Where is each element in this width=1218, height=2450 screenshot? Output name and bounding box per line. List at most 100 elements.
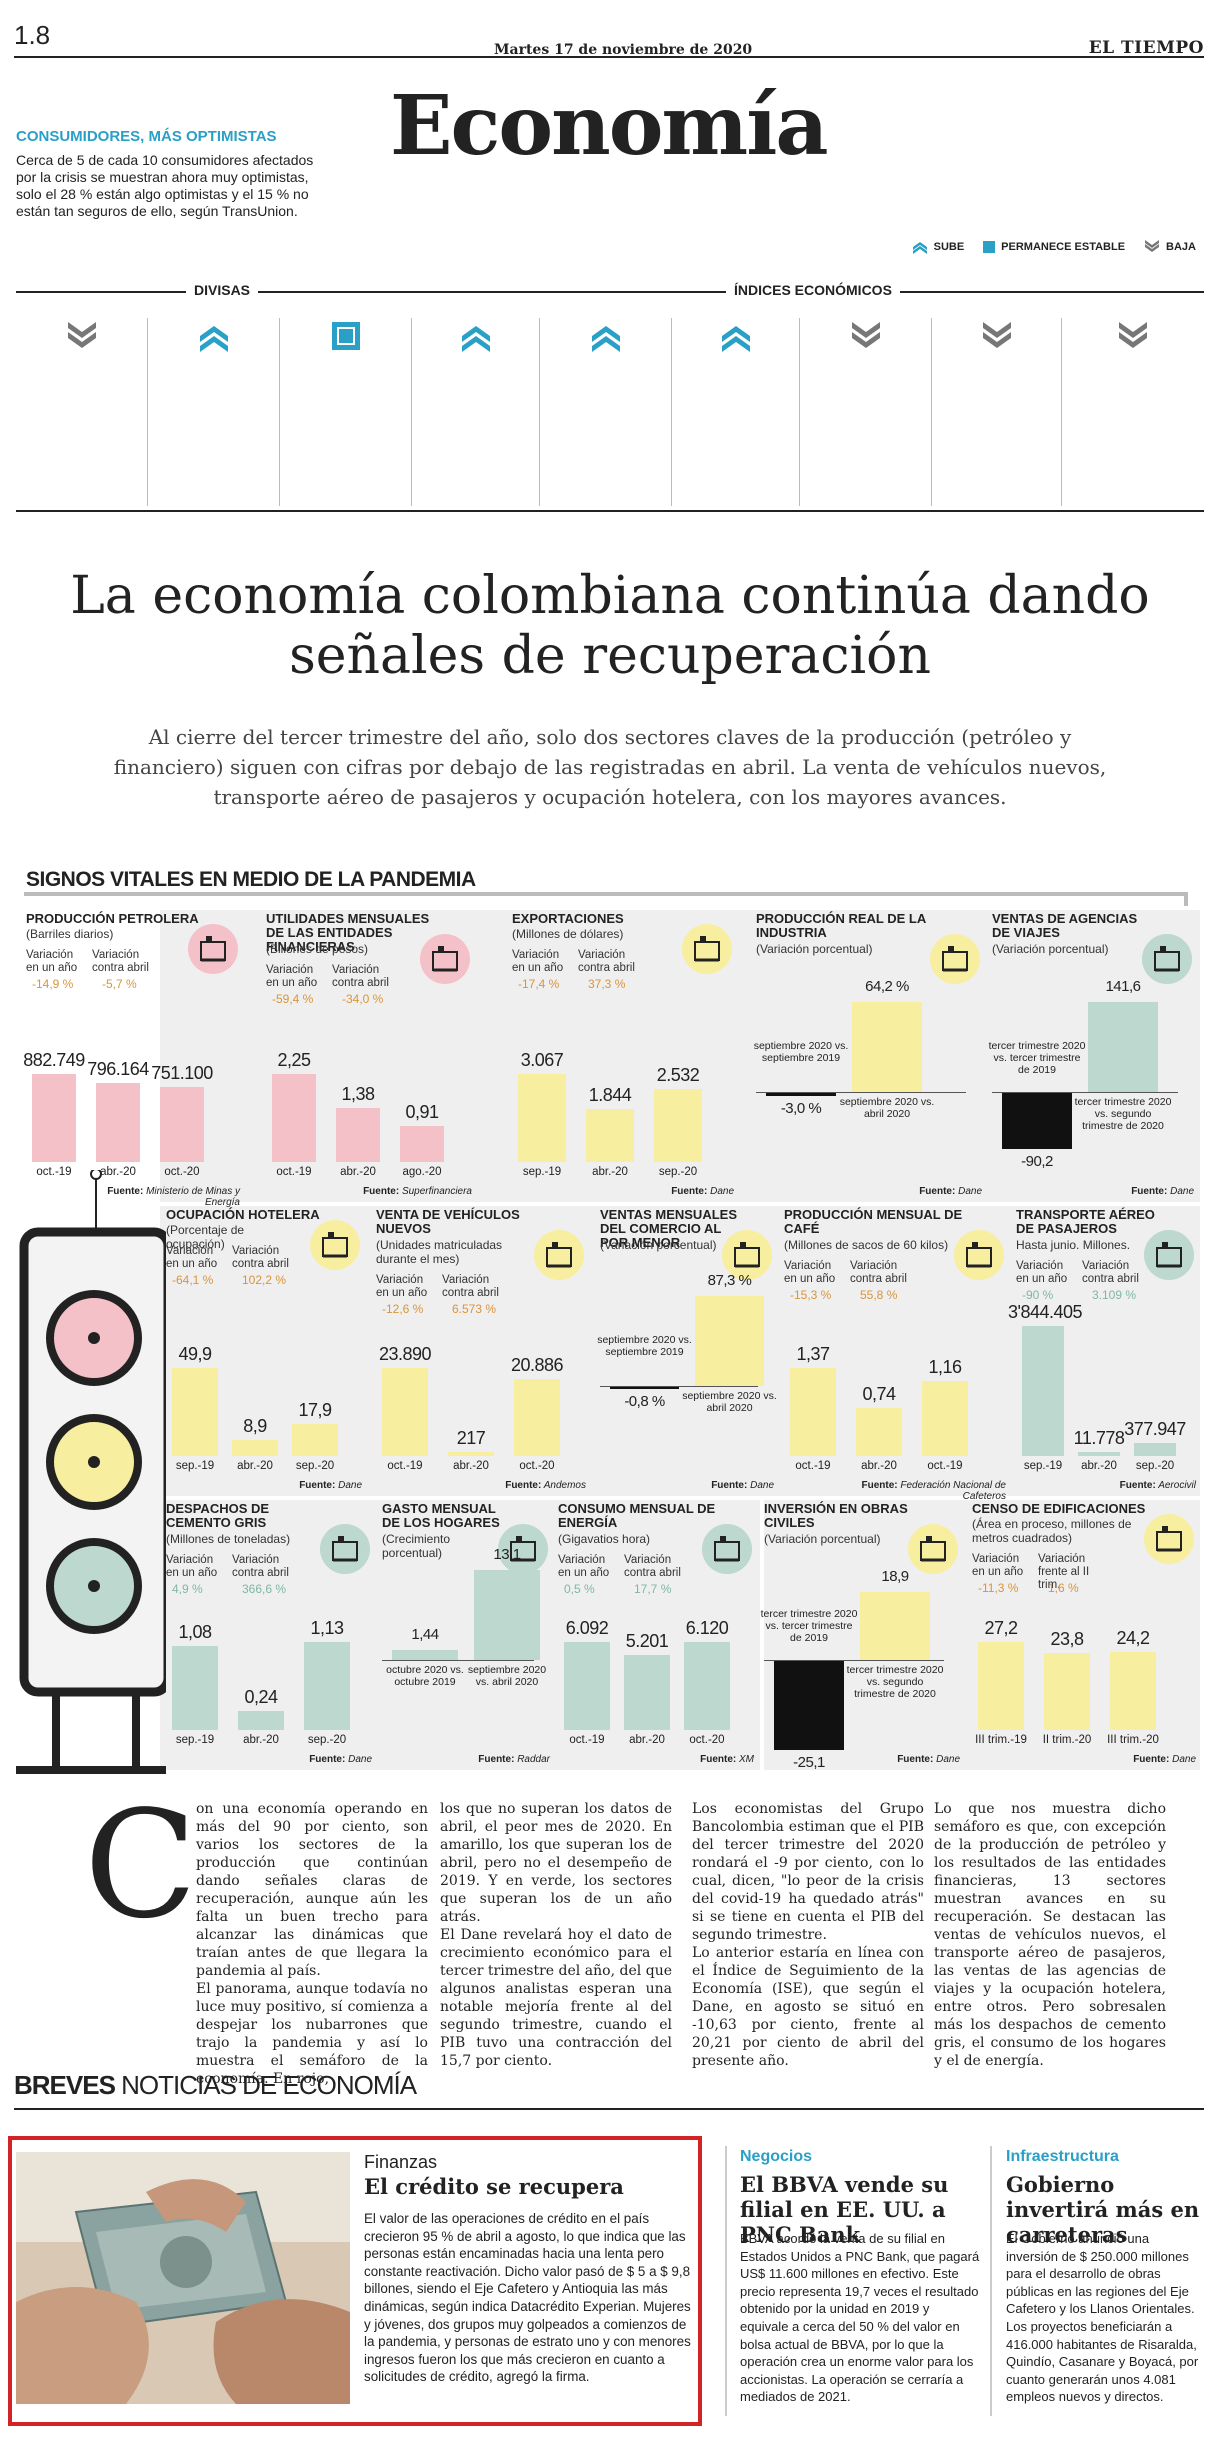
brand-logo[interactable]: EL TIEMPO [1088,38,1204,58]
deck: Al cierre del tercer trimestre del año, … [113,725,1107,809]
chart-7-var-april: 6.573 % [452,1302,497,1316]
chart-13-subtitle: (Gigavatios hora) [558,1532,651,1546]
chart-11-var-april: 366,6 % [242,1582,287,1596]
chart-10-var-year-label: Variación en un año [1016,1260,1068,1285]
chart-2-var-year-label: Variación en un año [266,964,318,989]
chart-13-bar-label: 5.201 [625,1631,669,1652]
chart-14-bar [860,1592,930,1660]
chart-7-var-year: -12,6 % [382,1302,424,1316]
chart-8-x-tick: septiembre 2020 vs. septiembre 2019 [597,1334,692,1358]
brief-1-title[interactable]: El crédito se recupera [364,2174,624,2199]
divider [16,510,1204,512]
chart-11-title: DESPACHOS DE CEMENTO GRIS [166,1501,270,1530]
brief-3-kicker: Infraestructura [1006,2148,1119,2165]
chart-11-bar-label: 1,13 [310,1618,344,1638]
trend-up-icon [591,326,620,352]
article-col-1: on una economía operando en más del 90 p… [196,1801,428,2087]
indicator-sub [1062,370,1204,382]
chart-5-bar [1088,1002,1158,1092]
chart-1-x-tick: oct.-19 [36,1166,72,1178]
chart-14-sector-icon [908,1524,958,1574]
chart-10-var-april-label: Variación contra abril [1082,1260,1139,1285]
chart-6-bar [292,1424,338,1456]
square-icon [983,241,996,253]
chart-10-bar [1078,1452,1120,1456]
column-divider [990,2146,992,2416]
chart-1-title: PRODUCCIÓN PETROLERA [26,911,199,926]
section-title: Economía [390,78,828,174]
chart-8-title: VENTAS MENSUALES DEL COMERCIO AL POR MEN… [600,1207,737,1250]
chart-8-sector-icon [722,1230,772,1280]
breves-title: BREVES [14,2070,116,2100]
indicator-sub [280,370,411,382]
chart-12-bar [474,1570,540,1660]
chart-2-subtitle: (Billones de pesos) [266,942,369,956]
brief-2-title[interactable]: El BBVA vende su filial en EE. UU. a PNC… [740,2172,949,2247]
chart-15-sector-icon [1144,1514,1194,1564]
chart-2-bar-label: 1,38 [341,1084,375,1105]
chart-7-bar-label: 23.890 [378,1344,432,1364]
chart-15-bar [978,1642,1024,1730]
chart-1-bar-label: 882.749 [23,1050,85,1070]
chart-15-source: Fuente: Dane [1133,1754,1196,1765]
chart-9-source: Fuente: Federación Nacional de Cafeteros [861,1480,1006,1502]
chart-2-title: UTILIDADES MENSUALES DE LAS ENTIDADES FI… [266,911,430,954]
chart-11-bar [238,1711,284,1730]
chart-2-var-april: -34,0 % [342,992,384,1006]
brief-2-text: BBVA acordó la venta de su filial en Est… [740,2231,980,2405]
chart-7-bar [382,1368,428,1456]
chart-15-var-april-label: Variación frente al II trim. [1038,1553,1090,1591]
chart-2-bar-label: 0,91 [405,1102,439,1123]
chart-9-var-april-label: Variación contra abril [850,1260,907,1285]
article-col-2: los que no superan los datos de abril, e… [440,1801,672,2069]
chart-12-title: GASTO MENSUAL DE LOS HOGARES [382,1501,500,1530]
chart-9-bar [922,1381,968,1456]
brief-1-kicker: Finanzas [364,2152,438,2172]
legend-up: SUBE [911,240,964,254]
chart-15-x-tick: III trim.-19 [975,1734,1027,1746]
credit-photo [16,2152,350,2404]
chart-9-var-april: 55,8 % [860,1288,898,1302]
chart-14-source: Fuente: Dane [897,1754,960,1765]
chart-4-x-tick: septiembre 2020 vs. septiembre 2019 [753,1040,849,1064]
chart-8-bar-label: -0,8 % [624,1393,665,1410]
indicator-interés [800,318,932,506]
chart-12-bar [392,1650,458,1660]
indicator-sub [800,370,931,382]
chart-9-var-year: -15,3 % [790,1288,832,1302]
chart-1-subtitle: (Barriles diarios) [26,927,114,941]
indicator-euro [148,318,280,506]
chart-3-bar [654,1089,702,1162]
chart-2-x-tick: ago.-20 [402,1166,442,1178]
chart-14-bar [774,1660,844,1750]
chart-4-title: PRODUCCIÓN REAL DE LA INDUSTRIA [756,911,926,940]
chart-9-title: PRODUCCIÓN MENSUAL DE CAFÉ [784,1207,963,1236]
chart-3-x-tick: sep.-19 [522,1166,562,1178]
chart-8-source: Fuente: Dane [711,1480,774,1491]
chart-7-bar-label: 217 [456,1428,486,1448]
trend-up-icon [721,326,750,352]
chart-6-x-tick: sep.-20 [295,1460,335,1472]
trend-stable-icon [331,322,360,350]
chart-3-var-year: -17,4 % [518,977,560,991]
chart-15-bar [1044,1653,1090,1730]
chart-5-bar [1002,1092,1072,1150]
chart-2-var-year: -59,4 % [272,992,314,1006]
chart-1-sector-icon [188,924,238,974]
chart-10-bar-label: 11.778 [1073,1428,1125,1448]
chart-14-subtitle: (Variación porcentual) [764,1532,881,1546]
kicker-title: CONSUMIDORES, MÁS OPTIMISTAS [16,128,277,145]
article-col-4: Lo que nos muestra dicho semáforo es que… [934,1801,1166,2069]
chart-12-bar-label: 13,1 [493,1546,521,1563]
chart-2-source: Fuente: Superfinanciera [363,1186,472,1197]
legend-down: BAJA [1143,240,1196,254]
chart-1-bar [160,1087,204,1162]
breves-header: BREVES NOTICIAS DE ECONOMÍA [14,2070,1204,2110]
chart-9-bar [790,1368,836,1456]
chart-1-x-tick: oct.-20 [164,1166,200,1178]
chart-9-sector-icon [954,1230,1004,1280]
indicator-usura [1062,318,1204,506]
brief-3-title[interactable]: Gobierno invertirá más en carreteras [1006,2172,1200,2247]
chart-9-x-tick: abr.-20 [861,1460,897,1472]
article-col-3: Los economistas del Grupo Bancolombia es… [692,1801,924,2069]
